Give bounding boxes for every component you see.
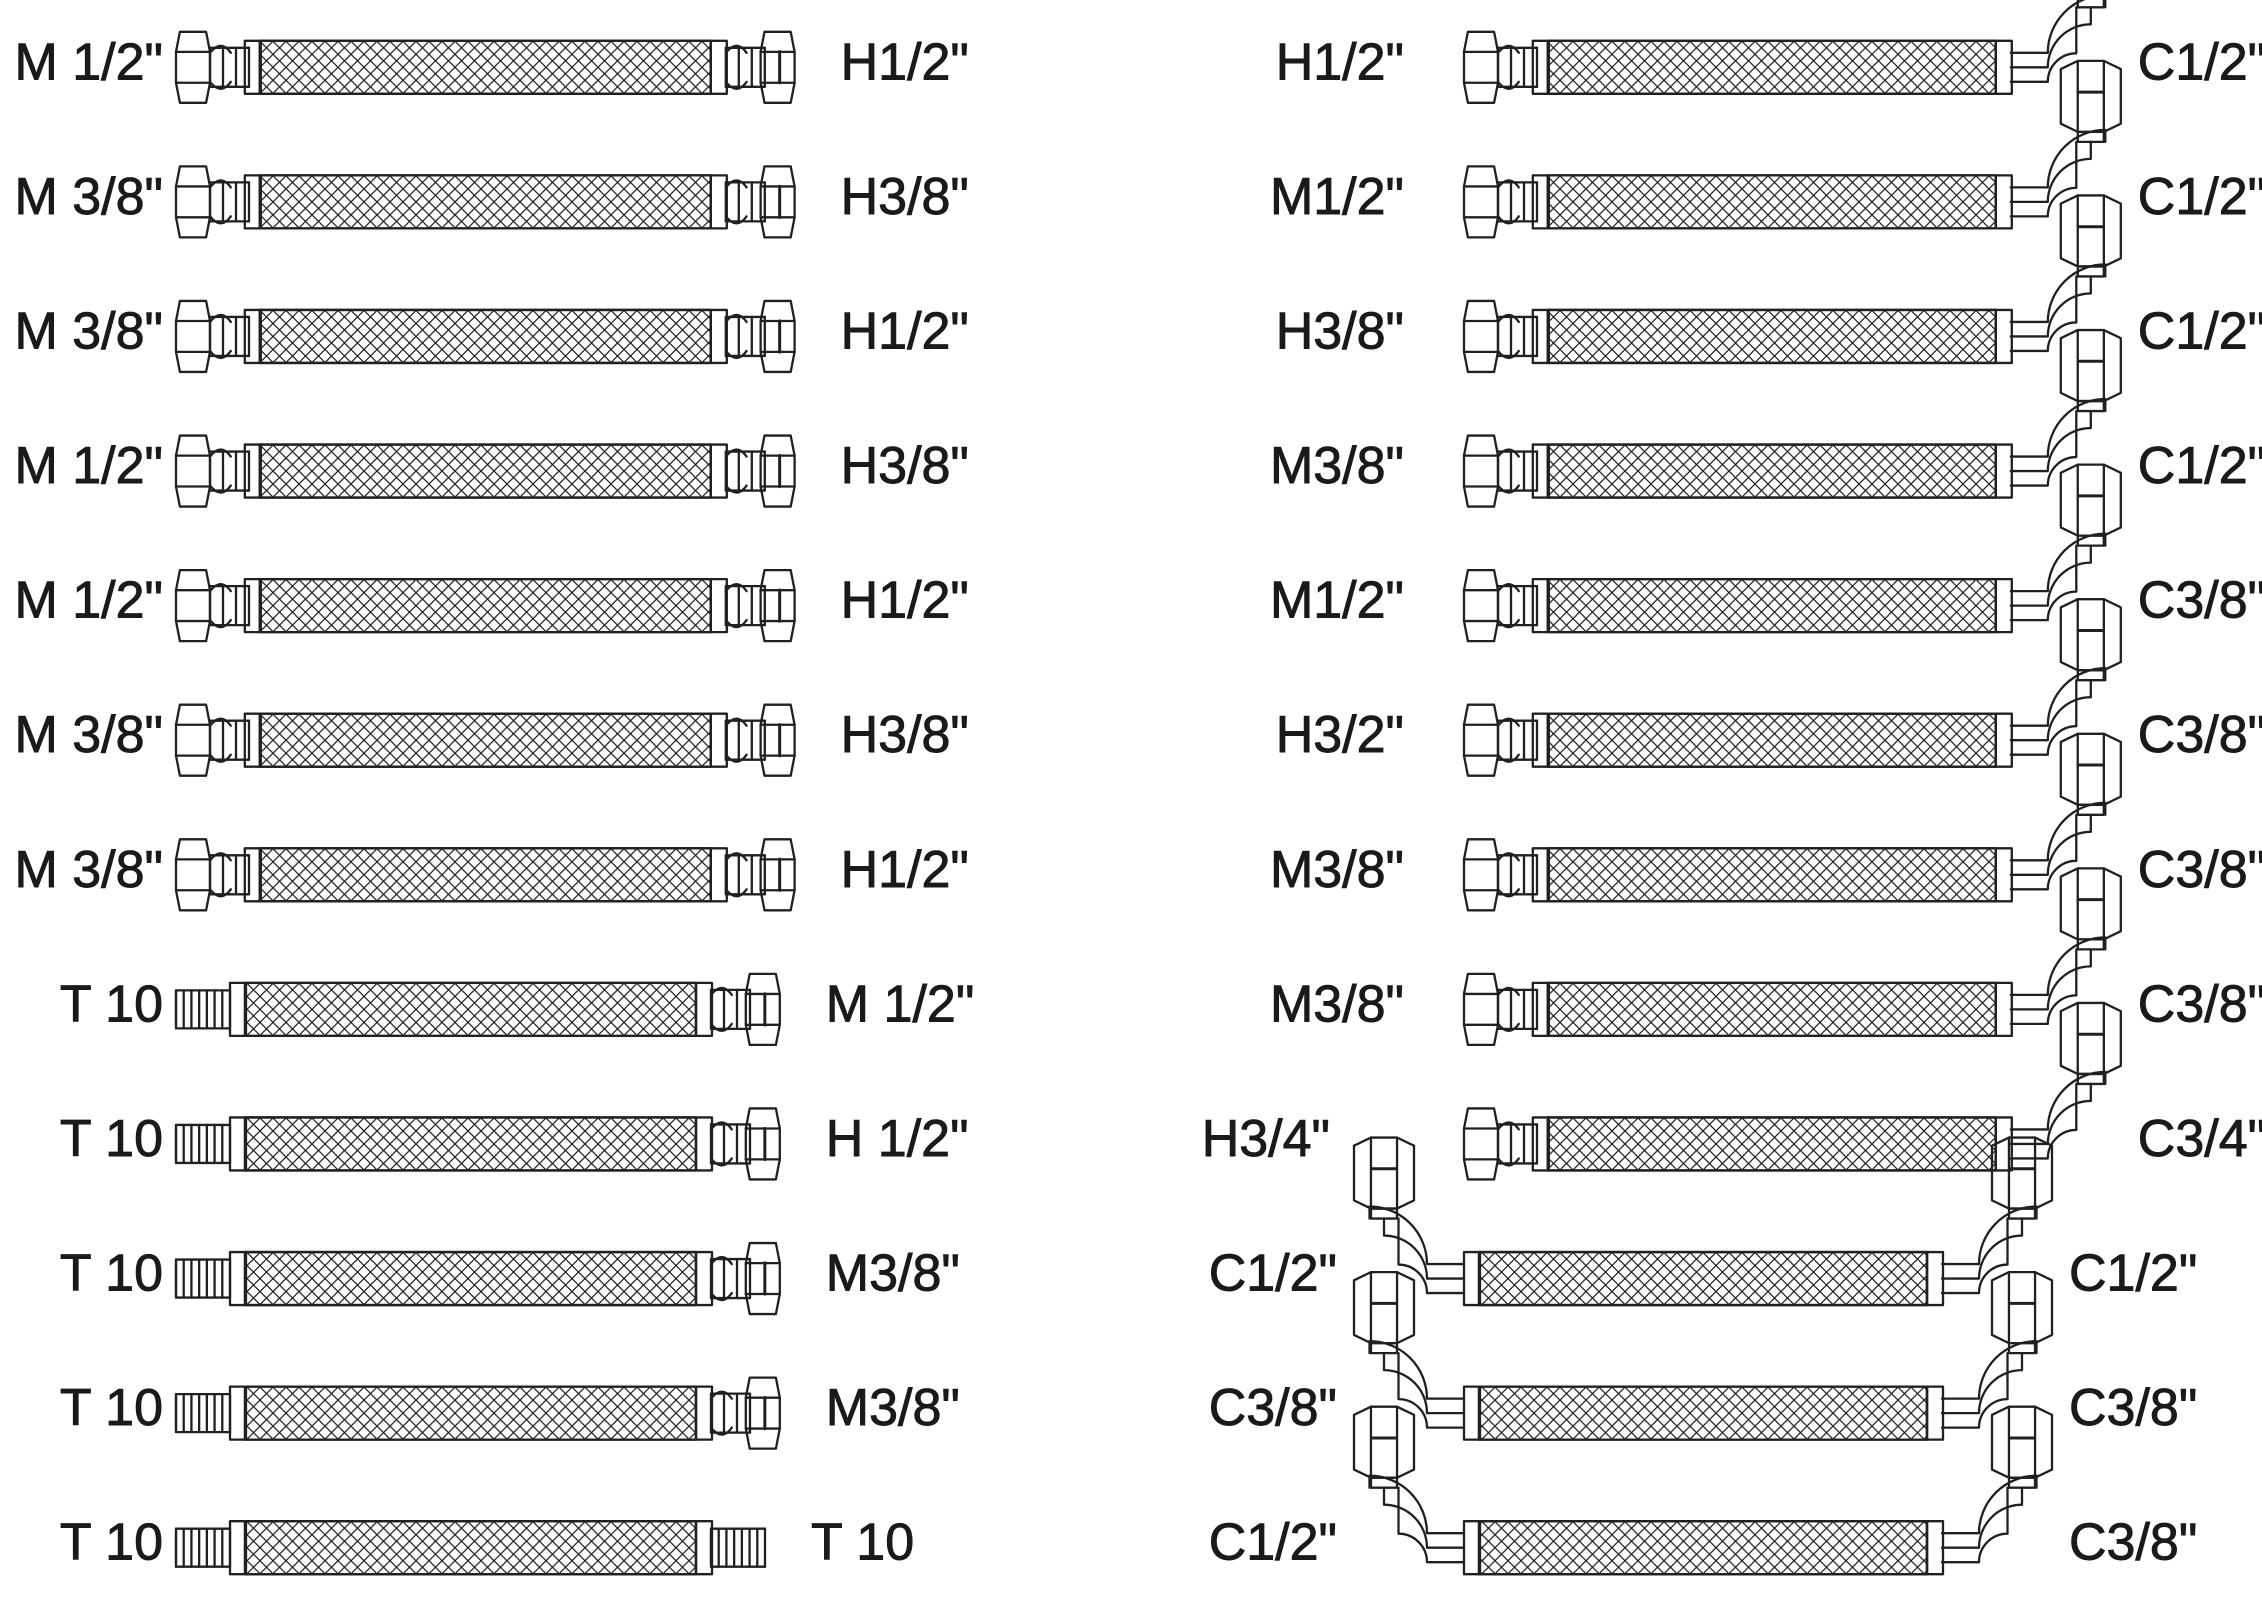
svg-text:T 10: T 10 bbox=[60, 1110, 163, 1168]
svg-text:C3/8": C3/8" bbox=[1209, 1379, 1337, 1437]
svg-text:M3/8": M3/8" bbox=[826, 1245, 960, 1303]
svg-text:C1/2": C1/2" bbox=[2138, 168, 2262, 226]
svg-text:T 10: T 10 bbox=[60, 975, 163, 1033]
svg-text:C1/2": C1/2" bbox=[2138, 302, 2262, 360]
svg-text:M 3/8": M 3/8" bbox=[14, 706, 163, 764]
svg-text:C3/8": C3/8" bbox=[2069, 1379, 2197, 1437]
svg-text:M 1/2": M 1/2" bbox=[14, 437, 163, 495]
svg-text:C1/2": C1/2" bbox=[2069, 1245, 2197, 1303]
svg-text:H 1/2": H 1/2" bbox=[826, 1110, 969, 1168]
svg-text:M 3/8": M 3/8" bbox=[14, 168, 163, 226]
svg-text:T 10: T 10 bbox=[811, 1514, 914, 1572]
svg-text:H1/2": H1/2" bbox=[841, 302, 969, 360]
svg-text:C1/2": C1/2" bbox=[1209, 1514, 1337, 1572]
svg-text:C3/4": C3/4" bbox=[2138, 1110, 2262, 1168]
svg-text:T 10: T 10 bbox=[60, 1245, 163, 1303]
svg-text:M 1/2": M 1/2" bbox=[14, 33, 163, 91]
svg-text:H1/2": H1/2" bbox=[1276, 33, 1404, 91]
svg-text:H3/8": H3/8" bbox=[841, 437, 969, 495]
svg-text:M 1/2": M 1/2" bbox=[14, 572, 163, 630]
svg-text:T 10: T 10 bbox=[60, 1514, 163, 1572]
svg-text:C3/8": C3/8" bbox=[2069, 1514, 2197, 1572]
svg-text:H3/2": H3/2" bbox=[1276, 706, 1404, 764]
svg-text:H1/2": H1/2" bbox=[841, 33, 969, 91]
svg-text:M3/8": M3/8" bbox=[1270, 841, 1404, 899]
svg-text:C1/2": C1/2" bbox=[1209, 1245, 1337, 1303]
svg-text:C1/2": C1/2" bbox=[2138, 33, 2262, 91]
svg-text:M 1/2": M 1/2" bbox=[826, 975, 975, 1033]
svg-text:M3/8": M3/8" bbox=[1270, 437, 1404, 495]
svg-text:C3/8": C3/8" bbox=[2138, 706, 2262, 764]
svg-text:C3/8": C3/8" bbox=[2138, 572, 2262, 630]
svg-text:H3/4": H3/4" bbox=[1202, 1110, 1330, 1168]
svg-text:M1/2": M1/2" bbox=[1270, 572, 1404, 630]
svg-text:C1/2": C1/2" bbox=[2138, 437, 2262, 495]
svg-text:H3/8": H3/8" bbox=[1276, 302, 1404, 360]
svg-text:C3/8": C3/8" bbox=[2138, 841, 2262, 899]
svg-text:H3/8": H3/8" bbox=[841, 706, 969, 764]
svg-text:C3/8": C3/8" bbox=[2138, 975, 2262, 1033]
svg-text:M 3/8": M 3/8" bbox=[14, 302, 163, 360]
svg-text:M1/2": M1/2" bbox=[1270, 168, 1404, 226]
svg-text:M 3/8": M 3/8" bbox=[14, 841, 163, 899]
svg-text:H1/2": H1/2" bbox=[841, 841, 969, 899]
svg-text:H3/8": H3/8" bbox=[841, 168, 969, 226]
svg-text:T 10: T 10 bbox=[60, 1379, 163, 1437]
svg-text:M3/8": M3/8" bbox=[826, 1379, 960, 1437]
svg-text:M3/8": M3/8" bbox=[1270, 975, 1404, 1033]
svg-text:H1/2": H1/2" bbox=[841, 572, 969, 630]
